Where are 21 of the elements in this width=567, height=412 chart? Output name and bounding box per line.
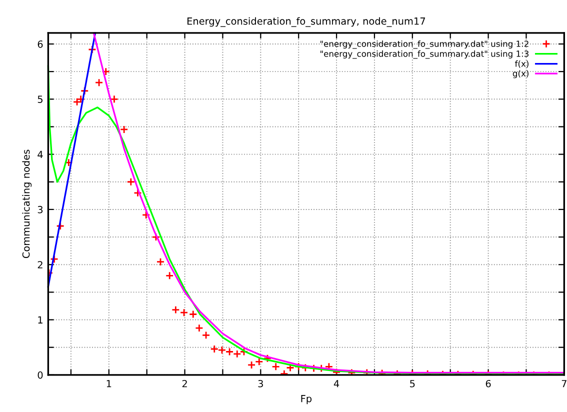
legend-label: f(x): [514, 60, 528, 68]
y-tick-label: 6: [38, 40, 43, 48]
y-tick-label: 5: [38, 96, 42, 103]
x-tick-label: 3: [258, 380, 263, 388]
y-tick-label: 4: [38, 150, 43, 158]
x-tick-label: 1: [106, 380, 112, 388]
x-tick-label: 2: [182, 380, 187, 388]
y-tick-label: 0: [38, 371, 43, 379]
y-tick-label: 3: [38, 206, 43, 214]
legend-label: g(x): [512, 70, 528, 78]
legend-label: "energy_consideration_fo_summary.dat" using 1:3: [320, 50, 528, 59]
x-tick-label: 5: [410, 380, 415, 388]
x-tick-label: 4: [334, 380, 340, 388]
x-tick-label: 7: [562, 380, 566, 388]
x-axis-title: Fp: [301, 395, 312, 404]
y-tick-label: 1: [38, 316, 42, 324]
legend-label: "energy_consideration_fo_summary.dat" using 1:2: [320, 40, 528, 49]
chart-title: Energy_consideration_fo_summary, node_num17: [187, 17, 425, 27]
y-axis-title: Communicating nodes: [22, 150, 32, 258]
y-tick-label: 2: [38, 261, 42, 268]
x-tick-label: 6: [486, 380, 491, 388]
